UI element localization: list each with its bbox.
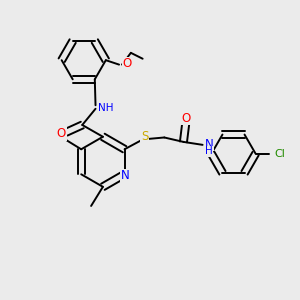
Text: S: S	[141, 130, 148, 143]
Text: O: O	[123, 57, 132, 70]
Text: O: O	[182, 112, 191, 124]
Text: H: H	[205, 146, 213, 156]
Text: Cl: Cl	[274, 149, 285, 159]
Text: NH: NH	[98, 103, 114, 113]
Text: N: N	[205, 138, 214, 151]
Text: O: O	[57, 127, 66, 140]
Text: N: N	[121, 169, 130, 182]
